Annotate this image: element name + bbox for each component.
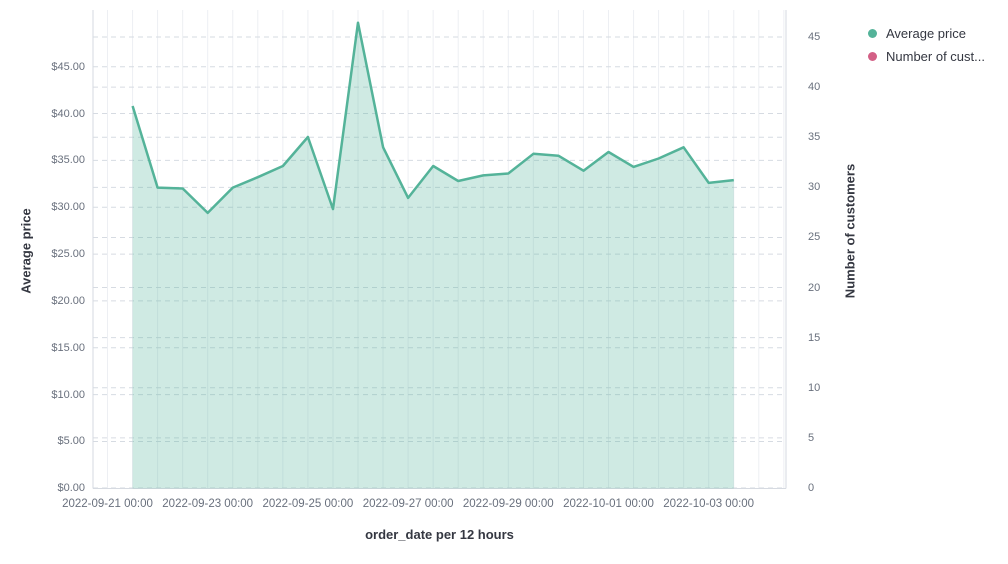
series-line — [131, 21, 734, 215]
y-tick-label-right: 40 — [808, 81, 821, 94]
y-axis-right-title: Number of customers — [842, 163, 858, 299]
y-tick-label-left: $15.00 — [51, 341, 85, 354]
x-tick-label: 2022-09-29 00:00 — [462, 498, 554, 510]
legend-swatch-icon — [868, 29, 877, 38]
y-tick-label-left: $0.00 — [57, 482, 85, 495]
y-tick-label-left: $45.00 — [51, 60, 85, 73]
y-tick-label-left: $35.00 — [51, 154, 85, 167]
y-tick-label-left: $5.00 — [57, 435, 85, 448]
area-fill — [132, 22, 734, 489]
legend-swatch-icon — [868, 52, 877, 61]
x-tick-label: 2022-09-21 00:00 — [62, 498, 153, 510]
x-tick-label: 2022-10-03 00:00 — [663, 498, 755, 510]
legend-item-average-price[interactable]: Average price — [868, 26, 985, 41]
y-tick-label-left: $20.00 — [51, 294, 85, 307]
y-tick-label-right: 5 — [808, 431, 815, 444]
x-tick-label: 2022-09-27 00:00 — [362, 498, 454, 510]
y-tick-label-left: $10.00 — [51, 388, 85, 401]
y-tick-label-right: 20 — [808, 281, 821, 294]
y-tick-label-right: 0 — [808, 482, 815, 494]
x-axis-title: order_date per 12 hours — [365, 527, 514, 542]
y-tick-label-right: 45 — [808, 31, 821, 43]
y-tick-label-left: $40.00 — [51, 107, 85, 120]
y-tick-label-right: 25 — [808, 231, 821, 244]
legend-item-number-of-customers[interactable]: Number of cust... — [868, 49, 985, 64]
x-tick-label: 2022-10-01 00:00 — [563, 498, 654, 510]
legend-label: Number of cust... — [886, 49, 985, 64]
y-tick-label-right: 10 — [808, 381, 821, 394]
y-tick-label-left: $25.00 — [51, 248, 85, 261]
legend: Average price Number of cust... — [868, 26, 985, 64]
y-tick-label-right: 30 — [808, 181, 821, 194]
y-axis-left-title: Average price — [18, 208, 34, 294]
y-tick-label-right: 35 — [808, 131, 821, 144]
x-tick-label: 2022-09-25 00:00 — [262, 498, 354, 510]
y-tick-label-left: $30.00 — [51, 201, 85, 214]
legend-label: Average price — [886, 26, 966, 41]
x-tick-label: 2022-09-23 00:00 — [162, 498, 254, 510]
y-tick-label-right: 15 — [808, 331, 821, 344]
